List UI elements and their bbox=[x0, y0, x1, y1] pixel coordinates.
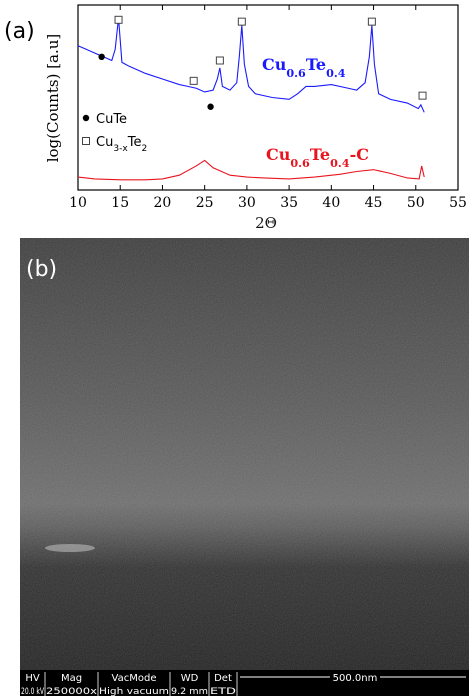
annotation-part: 3-x bbox=[113, 144, 128, 154]
y-axis-label: log(Counts) [a.u] bbox=[44, 34, 62, 163]
phase-marker bbox=[215, 56, 224, 65]
annotation-part: Te bbox=[306, 55, 326, 74]
x-tick-label: 45 bbox=[365, 195, 383, 211]
info-value: High vacuum bbox=[99, 687, 169, 696]
x-tick-label: 55 bbox=[449, 195, 467, 211]
x-tick-label: 35 bbox=[280, 195, 298, 211]
info-header: Det bbox=[214, 673, 232, 684]
x-tick-label: 50 bbox=[407, 195, 425, 211]
phase-marker bbox=[189, 76, 198, 85]
annotation: Cu3-xTe2 bbox=[96, 135, 147, 154]
annotation: CuTe bbox=[96, 112, 127, 127]
annotation-part: Cu bbox=[96, 135, 113, 150]
info-bar bbox=[20, 670, 469, 696]
legend-marker bbox=[82, 114, 90, 122]
annotation-part: 0.4 bbox=[330, 156, 350, 170]
annotation-part: Te bbox=[310, 145, 330, 164]
info-header: HV bbox=[25, 673, 40, 684]
legend-marker bbox=[82, 137, 90, 145]
x-axis-label: 2Θ bbox=[255, 214, 277, 232]
phase-marker bbox=[237, 17, 246, 26]
info-header: VacMode bbox=[112, 673, 157, 684]
annotation-part: 2 bbox=[142, 144, 148, 154]
sem-panel: (b) HV 20.0 kV Mag 250000x VacMode High vacuu… bbox=[20, 238, 469, 696]
sem-noise bbox=[20, 238, 469, 696]
phase-marker bbox=[98, 53, 105, 60]
x-tick-label: 25 bbox=[196, 195, 214, 211]
annotation-part: 0.6 bbox=[290, 156, 310, 170]
annotation-part: CuTe bbox=[96, 112, 127, 127]
annotation-part: Cu bbox=[262, 55, 287, 74]
annotation-part: -C bbox=[350, 145, 369, 164]
x-tick-label: 40 bbox=[322, 195, 340, 211]
panel-label: (b) bbox=[26, 257, 57, 282]
phase-marker bbox=[114, 15, 123, 24]
annotation-part: Cu bbox=[266, 145, 291, 164]
panel-label: (a) bbox=[4, 19, 35, 44]
phase-marker bbox=[207, 103, 214, 110]
info-value: 9.2 mm bbox=[171, 687, 208, 696]
line bbox=[77, 159, 425, 181]
info-value: ETD bbox=[210, 687, 236, 696]
plot-frame bbox=[77, 4, 459, 191]
info-value: 250000x bbox=[46, 687, 98, 696]
annotation-part: Te bbox=[127, 135, 142, 150]
info-value: 20.0 kV bbox=[21, 687, 45, 696]
x-tick-label: 20 bbox=[154, 195, 172, 211]
sem-highlight bbox=[45, 544, 95, 552]
phase-marker bbox=[418, 91, 427, 100]
x-tick-label: 30 bbox=[238, 195, 256, 211]
annotation-part: 0.4 bbox=[326, 66, 346, 80]
x-tick-label: 15 bbox=[111, 195, 129, 211]
scale-label: 500.0nm bbox=[333, 673, 378, 684]
scale-bg bbox=[330, 671, 380, 682]
info-header: WD bbox=[181, 673, 199, 684]
line bbox=[77, 17, 425, 113]
annotation: Cu0.6Te0.4 bbox=[262, 55, 346, 80]
x-tick-label: 10 bbox=[69, 195, 87, 211]
phase-marker bbox=[367, 17, 376, 26]
annotation-part: 0.6 bbox=[286, 66, 306, 80]
annotation: Cu0.6Te0.4-C bbox=[266, 145, 369, 170]
info-header: Mag bbox=[61, 673, 82, 684]
